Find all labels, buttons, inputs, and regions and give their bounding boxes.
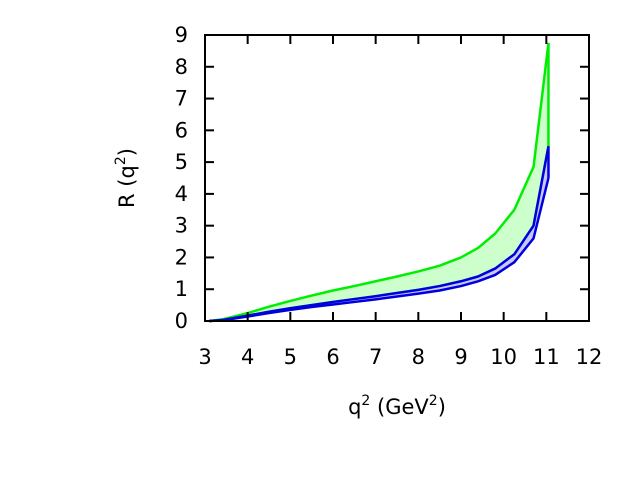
x-axis-title-unit-close: ) bbox=[438, 395, 446, 419]
plot-frame bbox=[204, 34, 590, 322]
x-tick-label: 11 bbox=[533, 345, 560, 369]
x-axis-title-base: q bbox=[348, 395, 361, 419]
y-tick-label: 8 bbox=[175, 55, 188, 79]
band-2-lower-line bbox=[209, 177, 550, 323]
y-tick-label: 7 bbox=[175, 87, 188, 111]
y-tick-label: 4 bbox=[175, 182, 188, 206]
x-tick-label: 7 bbox=[369, 345, 382, 369]
x-tick-label: 4 bbox=[241, 345, 254, 369]
y-tick-label: 5 bbox=[175, 150, 188, 174]
y-tick-label: 1 bbox=[175, 277, 188, 301]
x-axis-title: q2 (GeV2) bbox=[348, 393, 446, 419]
y-tick-label: 2 bbox=[175, 245, 188, 269]
y-tick-label: 6 bbox=[175, 118, 188, 142]
band-1-upper-line bbox=[209, 42, 550, 323]
x-tick-label: 8 bbox=[412, 345, 425, 369]
x-tick-label: 5 bbox=[284, 345, 297, 369]
x-tick-label: 3 bbox=[198, 345, 211, 369]
x-axis-title-unit-open: (GeV bbox=[370, 395, 429, 419]
x-tick-label: 10 bbox=[490, 345, 517, 369]
axis-ticks bbox=[204, 34, 590, 322]
y-axis-title-close: ) bbox=[115, 148, 139, 156]
y-tick-label: 3 bbox=[175, 214, 188, 238]
x-axis-title-unit-sup: 2 bbox=[429, 393, 438, 409]
x-tick-label: 12 bbox=[576, 345, 603, 369]
y-axis-title-base-sup: 2 bbox=[113, 156, 129, 165]
x-axis-title-base-sup: 2 bbox=[361, 393, 370, 409]
x-tick-label: 6 bbox=[326, 345, 339, 369]
y-tick-label: 9 bbox=[175, 23, 188, 47]
x-tick-label: 9 bbox=[454, 345, 467, 369]
y-axis-title-base: R (q bbox=[115, 165, 139, 208]
y-axis-title: R (q2) bbox=[113, 148, 139, 208]
data-bands bbox=[209, 42, 550, 323]
y-tick-label: 0 bbox=[175, 309, 188, 333]
